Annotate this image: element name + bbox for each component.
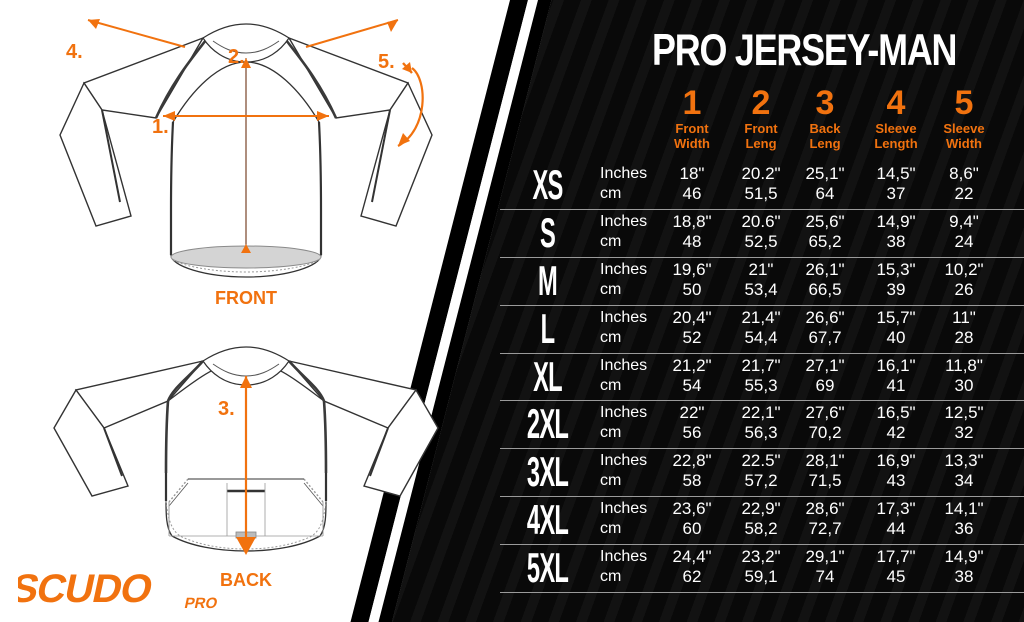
svg-text:5.: 5. (378, 51, 395, 73)
svg-text:2.: 2. (228, 46, 245, 68)
svg-text:4.: 4. (66, 41, 83, 63)
svg-text:SCUDO: SCUDO (18, 565, 156, 610)
svg-text:3.: 3. (218, 398, 235, 420)
svg-text:1.: 1. (152, 116, 169, 138)
svg-text:PRO: PRO (183, 595, 219, 612)
